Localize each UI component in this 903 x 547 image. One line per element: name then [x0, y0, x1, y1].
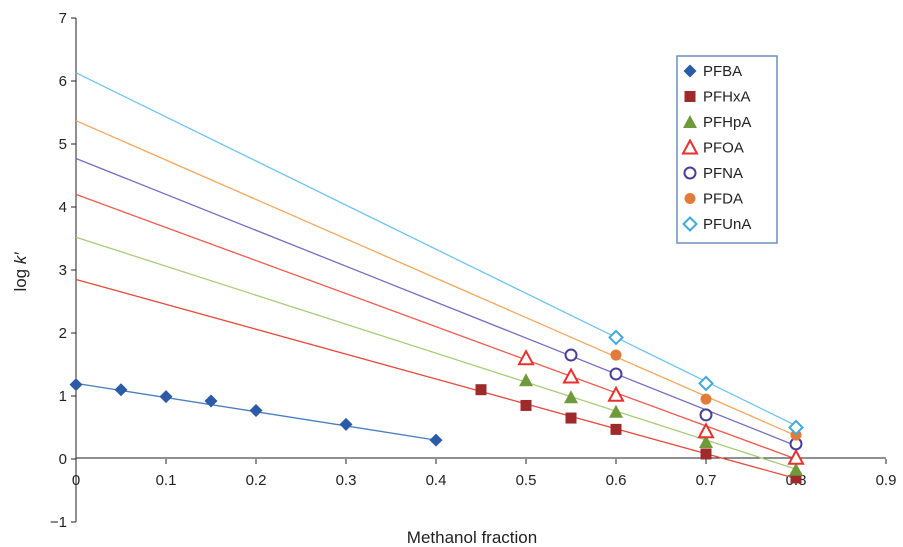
y-axis-title-prefix: log: [11, 264, 30, 291]
pfhpa-fit-line: [75, 236, 797, 470]
pfda-point: [610, 349, 622, 361]
pfna-point: [699, 408, 713, 422]
legend-label-pfna: PFNA: [703, 165, 743, 182]
y-tick-label: 4: [59, 199, 67, 216]
legend-marker-pfuna: [682, 216, 698, 232]
y-tick-label: 3: [59, 262, 67, 279]
pfhxa-point: [610, 423, 622, 435]
pfhpa-point: [699, 434, 713, 448]
legend-label-pfhxa: PFHxA: [703, 89, 751, 106]
x-ticks: 00.10.20.30.40.50.60.70.80.9: [72, 459, 897, 489]
pfhxa-point: [700, 448, 712, 460]
x-tick-label: 0.9: [876, 472, 897, 489]
x-tick-label: 0.4: [426, 472, 447, 489]
pfhpa-point: [609, 404, 623, 418]
x-tick-label: 0: [72, 472, 80, 489]
pfoa-point: [562, 367, 580, 384]
pfuna-fit-line: [75, 72, 797, 427]
pfna-fit-line: [75, 157, 797, 447]
pfba-point: [159, 390, 173, 404]
pfuna-point: [788, 419, 804, 436]
y-axis-title: log k′: [11, 252, 30, 292]
pfhxa-point: [475, 384, 487, 396]
legend-marker-pfda: [684, 193, 696, 204]
pfuna-point: [698, 375, 714, 392]
pfhxa-point: [790, 472, 802, 484]
pfba-point: [249, 403, 263, 417]
pfna-point: [564, 348, 578, 362]
legend-marker-pfhpa: [683, 115, 697, 128]
pfoa-point: [517, 349, 535, 366]
legend-box: [676, 55, 778, 244]
pfba-point: [429, 433, 443, 447]
y-tick-label: 2: [59, 325, 67, 342]
y-axis-title-italic: k′: [11, 252, 30, 265]
legend-label-pfba: PFBA: [703, 63, 742, 80]
pfhpa-point: [519, 373, 533, 387]
legend-label-pfhpa: PFHpA: [703, 114, 751, 131]
legend: PFBA PFHxA PFHpA PFOA PFNA PFDA PFUnA: [676, 55, 778, 244]
y-ticks: −1 0 1 2 3 4 5 6 7: [50, 10, 76, 531]
pfoa-point: [697, 422, 715, 439]
x-tick-label: 0.5: [516, 472, 537, 489]
pfhxa-point: [565, 412, 577, 424]
legend-marker-pfoa: [681, 138, 699, 155]
legend-marker-pfna: [683, 166, 697, 180]
pfoa-point: [607, 385, 625, 402]
legend-marker-pfhxa: [684, 91, 696, 102]
pfba-point: [339, 417, 353, 431]
legend-entries: PFBA PFHxA PFHpA PFOA PFNA PFDA PFUnA: [681, 63, 751, 233]
pfba-point: [204, 394, 218, 408]
pfna-point: [609, 367, 623, 381]
pfuna-point: [608, 329, 624, 346]
pfhpa-point: [564, 390, 578, 404]
y-tick-label: 1: [59, 388, 67, 405]
pfoa-fit-line: [75, 193, 797, 460]
legend-label-pfda: PFDA: [703, 191, 743, 208]
y-tick-label: 0: [59, 451, 67, 468]
x-tick-label: 0.2: [246, 472, 267, 489]
legend-marker-pfba: [683, 64, 697, 78]
pfoa-point: [787, 448, 805, 465]
pfba-point: [69, 378, 83, 392]
y-tick-label: 5: [59, 136, 67, 153]
x-tick-label: 0.6: [606, 472, 627, 489]
x-axis-title: Methanol fraction: [407, 528, 537, 547]
pfba-point: [114, 383, 128, 397]
legend-label-pfoa: PFOA: [703, 140, 744, 157]
y-tick-label: −1: [50, 514, 67, 531]
x-tick-label: 0.7: [696, 472, 717, 489]
pfhpa-point: [789, 462, 803, 476]
pfda-point: [700, 393, 712, 405]
x-tick-label: 0.3: [336, 472, 357, 489]
y-tick-label: 6: [59, 73, 67, 90]
data-markers: [69, 329, 805, 484]
x-tick-label: 0.1: [156, 472, 177, 489]
pfda-fit-line: [75, 120, 797, 437]
legend-label-pfuna: PFUnA: [703, 216, 751, 233]
pfhxa-fit-line: [75, 278, 797, 480]
pfhxa-point: [520, 399, 532, 411]
y-tick-label: 7: [59, 10, 67, 27]
